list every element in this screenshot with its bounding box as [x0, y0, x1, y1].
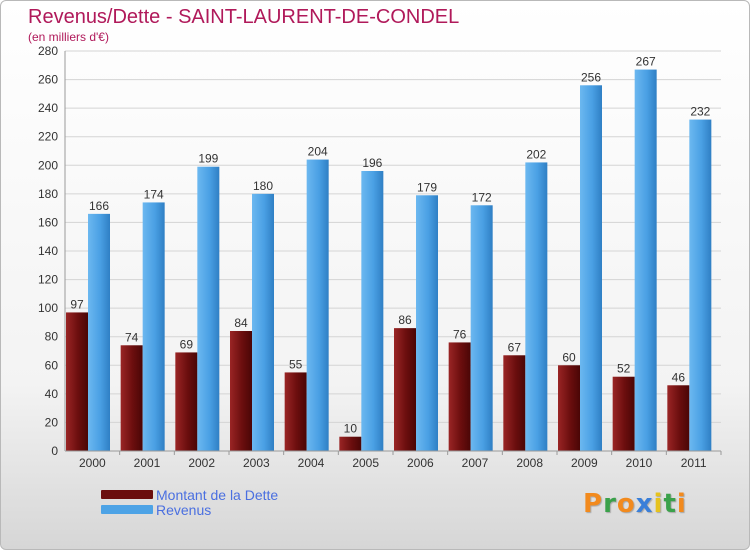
x-tick-label: 2007 — [462, 456, 489, 470]
data-label-dette-2002: 69 — [180, 337, 194, 351]
y-tick-label: 180 — [38, 187, 58, 201]
y-tick-label: 260 — [38, 73, 58, 87]
label-layer: 97 166 74 174 69 199 84 180 55 204 10 196 86 179 76 172… — [70, 55, 710, 436]
data-label-revenus-2000: 166 — [89, 199, 109, 213]
data-label-dette-2008: 67 — [508, 340, 522, 354]
bar-dette-2009 — [558, 365, 580, 451]
x-tick-label: 2008 — [516, 456, 543, 470]
y-tick-label: 120 — [38, 273, 58, 287]
y-tick-label: 80 — [45, 330, 59, 344]
x-tick-label: 2011 — [681, 456, 707, 470]
data-label-dette-2005: 10 — [344, 422, 358, 436]
x-tick-label: 2004 — [298, 456, 325, 470]
bar-dette-2004 — [284, 372, 307, 451]
data-label-revenus-2001: 174 — [144, 187, 164, 201]
y-tick-label: 60 — [45, 358, 59, 372]
bar-dette-2000 — [66, 312, 88, 451]
y-tick-label: 280 — [38, 44, 58, 58]
bar-dette-2001 — [120, 345, 143, 451]
x-tick-label: 2010 — [626, 456, 653, 470]
bar-dette-2006 — [394, 328, 416, 451]
legend-label-dette: Montant de la Dette — [156, 486, 279, 503]
data-label-revenus-2008: 202 — [526, 147, 546, 161]
chart-title: Revenus/Dette - SAINT-LAURENT-DE-CONDEL — [28, 6, 460, 28]
x-tick-label: 2002 — [188, 456, 215, 470]
data-label-dette-2003: 84 — [234, 316, 248, 330]
legend-swatch-dette — [101, 490, 153, 499]
bar-dette-2002 — [175, 352, 198, 451]
data-label-dette-2004: 55 — [289, 357, 303, 371]
data-label-revenus-2009: 256 — [581, 70, 601, 84]
bar-dette-2007 — [448, 342, 471, 451]
proxiti-logo: Proxiti — [583, 489, 687, 519]
y-tick-label: 240 — [38, 101, 58, 115]
data-label-revenus-2005: 196 — [362, 156, 382, 170]
data-label-revenus-2011: 232 — [690, 105, 710, 119]
data-label-revenus-2003: 180 — [253, 179, 273, 193]
data-label-revenus-2010: 267 — [636, 55, 656, 69]
bar-dette-2005 — [339, 436, 362, 451]
bar-revenus-2003 — [252, 193, 274, 451]
x-tick-label: 2003 — [243, 456, 270, 470]
chart-subtitle: (en milliers d'€) — [28, 30, 109, 44]
bar-revenus-2005 — [361, 171, 384, 451]
bar-revenus-2008 — [525, 162, 548, 451]
bar-revenus-2001 — [142, 202, 165, 451]
x-tick-label: 2006 — [407, 456, 434, 470]
data-label-dette-2011: 46 — [672, 370, 686, 384]
x-tick-label: 2001 — [134, 456, 161, 470]
data-label-dette-2006: 86 — [398, 313, 412, 327]
y-tick-label: 100 — [38, 301, 58, 315]
bar-dette-2003 — [230, 331, 252, 451]
x-tick-label: 2000 — [79, 456, 106, 470]
bar-dette-2010 — [612, 376, 635, 451]
bar-revenus-2007 — [470, 205, 493, 451]
bar-revenus-2009 — [580, 85, 602, 452]
data-label-dette-2009: 60 — [562, 350, 576, 364]
bar-dette-2008 — [503, 355, 526, 451]
data-label-revenus-2007: 172 — [472, 190, 492, 204]
axis-layer: 0 20 40 60 80 100 120 140 160 180 200 220 240 260 280 2… — [38, 44, 722, 470]
y-tick-label: 140 — [38, 244, 58, 258]
grid-layer — [65, 50, 721, 452]
bar-revenus-2000 — [88, 213, 110, 451]
data-label-dette-2000: 97 — [70, 297, 84, 311]
bar-layer — [66, 69, 712, 452]
x-tick-label: 2009 — [571, 456, 598, 470]
bar-dette-2011 — [667, 385, 690, 451]
data-label-dette-2010: 52 — [617, 362, 631, 376]
data-label-dette-2001: 74 — [125, 330, 139, 344]
y-tick-label: 220 — [38, 130, 58, 144]
bar-revenus-2010 — [634, 69, 657, 452]
y-tick-label: 160 — [38, 215, 58, 229]
y-tick-label: 0 — [51, 444, 58, 458]
bar-revenus-2006 — [416, 195, 438, 451]
y-tick-label: 200 — [38, 158, 58, 172]
legend-label-revenus: Revenus — [156, 501, 212, 518]
y-tick-label: 20 — [45, 415, 59, 429]
x-tick-label: 2005 — [352, 456, 379, 470]
legend-item-revenus: Revenus — [101, 501, 278, 518]
bar-revenus-2002 — [197, 166, 220, 451]
legend-swatch-revenus — [101, 505, 153, 514]
data-label-revenus-2004: 204 — [308, 145, 328, 159]
legend: Montant de la Dette Revenus — [101, 486, 279, 518]
y-tick-label: 40 — [45, 387, 59, 401]
bar-revenus-2011 — [689, 119, 712, 452]
data-label-revenus-2006: 179 — [417, 180, 437, 194]
data-label-dette-2007: 76 — [453, 327, 467, 341]
legend-item-dette: Montant de la Dette — [101, 486, 279, 503]
data-label-revenus-2002: 199 — [198, 152, 218, 166]
bar-revenus-2004 — [306, 159, 329, 452]
